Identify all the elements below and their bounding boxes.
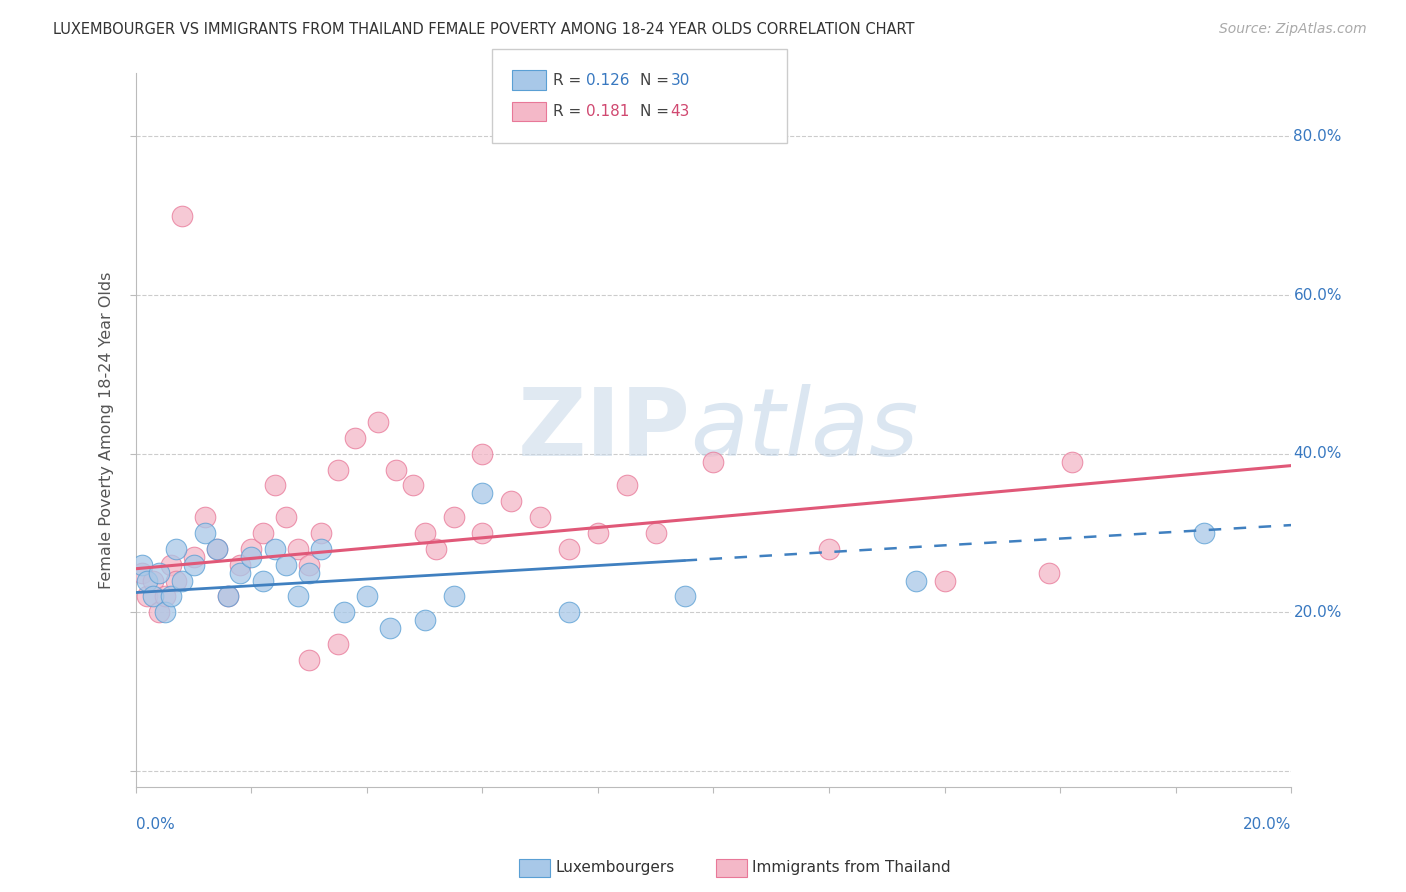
Point (378, 621, 401, 635)
Point (252, 574, 274, 588)
Point (240, 549, 263, 564)
Point (153, 590, 176, 604)
Point (326, 462, 349, 476)
Point (148, 605, 170, 619)
Point (309, 526, 332, 541)
Point (217, 590, 239, 604)
Point (385, 462, 408, 476)
Point (558, 605, 581, 619)
Text: Source: ZipAtlas.com: Source: ZipAtlas.com (1219, 22, 1367, 37)
Point (333, 605, 356, 619)
Point (367, 415, 389, 429)
Point (142, 590, 165, 604)
Text: 0.181: 0.181 (586, 104, 630, 119)
Text: R =: R = (553, 73, 586, 87)
Text: 0.0%: 0.0% (136, 817, 174, 832)
Point (402, 478, 425, 492)
Point (153, 605, 176, 619)
Point (287, 590, 309, 604)
Point (252, 526, 274, 541)
Point (263, 541, 285, 556)
Point (298, 558, 321, 572)
Point (673, 590, 696, 604)
Point (471, 526, 494, 541)
Text: LUXEMBOURGER VS IMMIGRANTS FROM THAILAND FEMALE POVERTY AMONG 18-24 YEAR OLDS CO: LUXEMBOURGER VS IMMIGRANTS FROM THAILAND… (53, 22, 915, 37)
Point (183, 549, 205, 564)
Text: N =: N = (640, 104, 673, 119)
Point (205, 541, 228, 556)
Point (1038, 566, 1060, 580)
Text: Immigrants from Thailand: Immigrants from Thailand (752, 860, 950, 874)
Point (529, 510, 551, 524)
Text: 43: 43 (671, 104, 690, 119)
Point (148, 566, 170, 580)
Point (1060, 455, 1083, 469)
Point (443, 590, 465, 604)
Point (172, 209, 194, 223)
Point (159, 558, 181, 572)
Point (240, 541, 263, 556)
Point (136, 574, 159, 588)
Point (471, 447, 494, 461)
Text: 20.0%: 20.0% (1243, 817, 1291, 832)
Point (205, 541, 228, 556)
Point (344, 431, 367, 445)
Point (326, 637, 349, 651)
Text: 40.0%: 40.0% (1294, 446, 1341, 461)
Text: ZIP: ZIP (517, 384, 690, 476)
Text: 80.0%: 80.0% (1294, 129, 1341, 144)
Point (183, 558, 205, 572)
Text: Luxembourgers: Luxembourgers (555, 860, 675, 874)
Point (229, 566, 252, 580)
Point (194, 526, 217, 541)
Point (229, 558, 252, 572)
Point (818, 541, 841, 556)
Point (309, 541, 332, 556)
Point (471, 486, 494, 500)
Point (443, 510, 465, 524)
Point (934, 574, 956, 588)
Point (501, 494, 523, 508)
Text: 60.0%: 60.0% (1294, 287, 1341, 302)
Point (142, 574, 165, 588)
Point (263, 478, 285, 492)
Point (274, 558, 297, 572)
Point (274, 510, 297, 524)
Text: N =: N = (640, 73, 673, 87)
Point (298, 653, 321, 667)
Point (413, 526, 436, 541)
Point (558, 541, 581, 556)
Y-axis label: Female Poverty Among 18-24 Year Olds: Female Poverty Among 18-24 Year Olds (100, 271, 114, 589)
Text: 0.126: 0.126 (586, 73, 630, 87)
Point (165, 541, 187, 556)
Point (298, 566, 321, 580)
Point (413, 613, 436, 627)
Point (616, 478, 638, 492)
Point (287, 541, 309, 556)
Point (1194, 526, 1216, 541)
Point (131, 566, 153, 580)
Point (136, 590, 159, 604)
Point (172, 574, 194, 588)
Point (425, 541, 447, 556)
Point (904, 574, 927, 588)
Point (159, 590, 181, 604)
Point (586, 526, 609, 541)
Point (194, 510, 217, 524)
Point (217, 590, 239, 604)
Text: 30: 30 (671, 73, 690, 87)
Point (165, 574, 187, 588)
Point (131, 558, 153, 572)
Point (356, 590, 378, 604)
Point (702, 455, 724, 469)
Text: 20.0%: 20.0% (1294, 605, 1341, 620)
Text: atlas: atlas (690, 384, 918, 475)
Point (644, 526, 666, 541)
Text: R =: R = (553, 104, 586, 119)
